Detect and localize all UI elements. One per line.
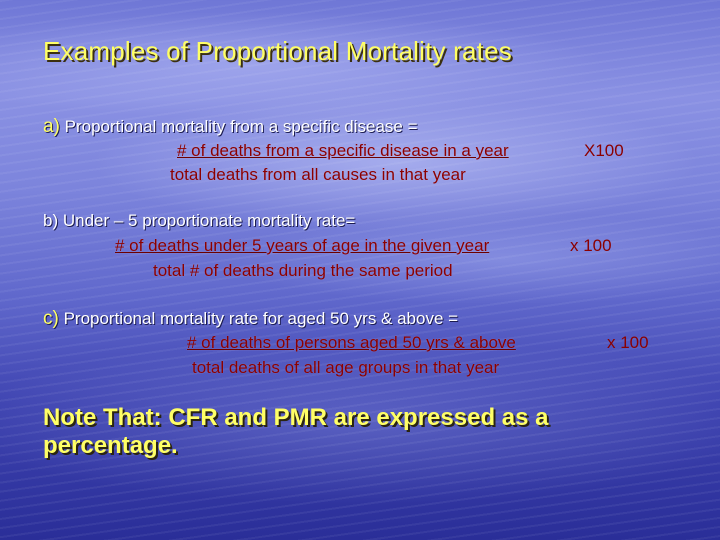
item-c-denominator: total deaths of all age groups in that y… [192, 358, 500, 377]
item-c-line: c) Proportional mortality rate for aged … [43, 308, 458, 330]
item-a-text: Proportional mortality from a specific d… [64, 117, 418, 136]
item-b-line: b) Under – 5 proportionate mortality rat… [43, 211, 355, 231]
item-c-numerator: # of deaths of persons aged 50 yrs & abo… [187, 333, 516, 352]
slide-title: Examples of Proportional Mortality rates [43, 36, 512, 66]
item-a-line: a) Proportional mortality from a specifi… [43, 116, 418, 138]
item-b-multiplier: x 100 [570, 236, 612, 255]
item-a-marker: a) [43, 116, 60, 137]
item-b-numerator: # of deaths under 5 years of age in the … [115, 236, 490, 255]
item-c-multiplier: x 100 [607, 333, 649, 352]
item-c-text: Proportional mortality rate for aged 50 … [63, 309, 459, 328]
item-b-text: Under – 5 proportionate mortality rate= [62, 211, 356, 230]
item-c-marker: c) [43, 308, 59, 329]
item-a-numerator: # of deaths from a specific disease in a… [177, 141, 509, 160]
item-a-denominator: total deaths from all causes in that yea… [170, 165, 466, 184]
item-b-marker: b) [43, 211, 59, 230]
item-b-denominator: total # of deaths during the same period [153, 261, 453, 280]
note-text: Note That: CFR and PMR are expressed as … [43, 404, 549, 459]
item-a-multiplier: X100 [584, 141, 624, 160]
